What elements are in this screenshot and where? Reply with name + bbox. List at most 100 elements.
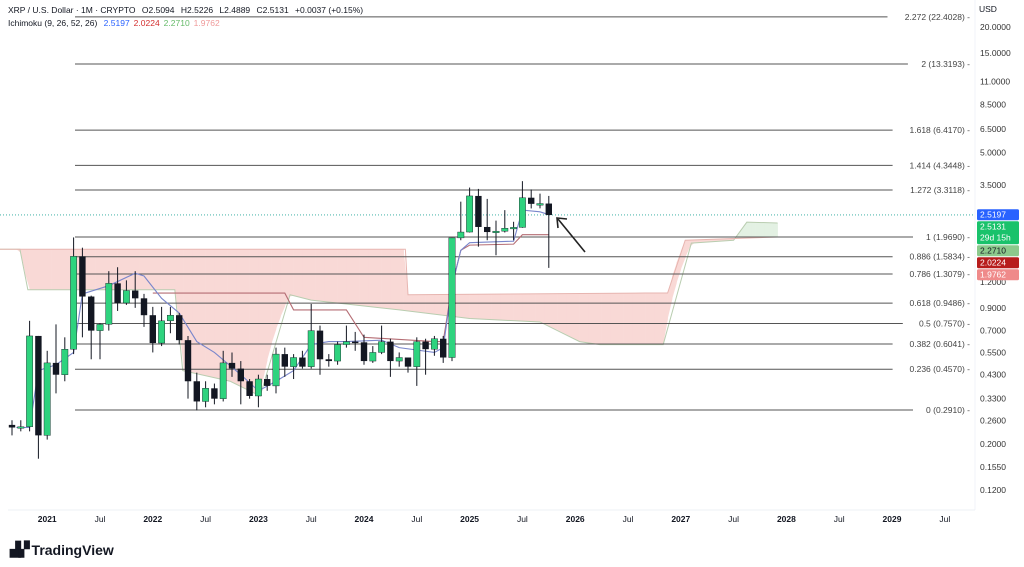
cloud-segment (223, 249, 228, 381)
cloud-segment (135, 249, 140, 290)
indicator-title[interactable]: Ichimoku (9, 26, 52, 26) (8, 18, 98, 28)
candle (166, 306, 174, 334)
price-axis[interactable]: 20.0000 15.0000 11.0000 8.5000 6.5000 5.0000 3… (980, 22, 1011, 495)
time-tick-label: Jul (411, 514, 422, 524)
candle-body (52, 362, 60, 375)
cloud-segment (372, 249, 378, 308)
candle (140, 293, 148, 327)
cloud-segment (676, 250, 682, 284)
chart-legend: XRP / U.S. Dollar · 1M · CRYPTO O2.5094 … (8, 4, 367, 30)
time-tick-label: Jul (200, 514, 211, 524)
cloud-segment (694, 239, 699, 243)
price-tick-label: 1.2000 (980, 277, 1006, 287)
cloud-segment (557, 293, 563, 333)
candle-body (299, 357, 306, 367)
candle (52, 324, 60, 394)
candle-body (422, 341, 429, 350)
cloud-segment (667, 276, 673, 320)
candle-body (96, 324, 104, 331)
candle (132, 271, 139, 308)
price-tick-label: 15.0000 (980, 48, 1011, 58)
cloud-segment (504, 294, 510, 321)
time-axis[interactable]: 2021 Jul 2022 Jul 2023 Jul 2024 Jul 2025 Jul 2026 J… (38, 514, 951, 524)
price-tick-label: 5.0000 (980, 148, 1006, 158)
time-tick-label: 2024 (355, 514, 374, 524)
cloud-segment (430, 294, 435, 315)
price-tick-label: 8.5000 (980, 100, 1006, 110)
cloud-segment (100, 249, 105, 290)
candle-body (519, 197, 526, 228)
time-tick-label: Jul (517, 514, 528, 524)
cloud-segment (227, 249, 233, 383)
cloud-segment (232, 249, 237, 385)
candle-body (536, 203, 544, 206)
cloud-segment (170, 249, 176, 290)
cloud-segment (86, 249, 92, 290)
cloud-segment (742, 222, 748, 239)
fib-level-label: 0.236 (0.4570) - (910, 364, 971, 374)
cloud-segment (738, 227, 743, 239)
candle-body (202, 388, 209, 402)
price-badge: 1.9762 (977, 269, 1019, 281)
currency-label[interactable]: USD (979, 4, 997, 14)
fib-level-label: 2.272 (22.4028) - (905, 12, 970, 22)
candle-body (122, 290, 130, 304)
cloud-segment (126, 249, 132, 290)
candle (88, 295, 95, 360)
time-tick-label: Jul (939, 514, 950, 524)
time-tick-label: Jul (95, 514, 106, 524)
candle-body (343, 341, 350, 345)
cloud-segment (60, 249, 66, 290)
candle (264, 374, 271, 391)
price-badge-countdown: 29d 15h (980, 233, 1011, 243)
cloud-segment (500, 294, 506, 321)
cloud-segment (192, 249, 198, 374)
fib-level-label: 0.886 (1.5834) - (910, 252, 971, 262)
candle-body (70, 256, 78, 350)
indicator-value: 1.9762 (193, 18, 220, 28)
candle-body (79, 256, 86, 297)
cloud-segment (680, 240, 686, 270)
candle-body (228, 362, 236, 369)
cloud-segment (258, 249, 264, 396)
candle (193, 372, 200, 411)
cloud-segment (315, 249, 321, 302)
cloud-segment (355, 249, 360, 306)
candle-body (484, 226, 491, 233)
cloud-segment (755, 222, 761, 238)
candle-body (395, 357, 403, 362)
cloud-segment (597, 293, 602, 345)
cloud-segment (196, 249, 202, 375)
cloud-segment (289, 249, 294, 297)
cloud-segment (628, 293, 633, 345)
time-tick-label: 2028 (777, 514, 796, 524)
candle-body (307, 330, 315, 367)
candle (184, 335, 192, 399)
time-tick-label: 2025 (460, 514, 479, 524)
cloud-segment (104, 249, 110, 290)
brand-name: TradingView (31, 541, 114, 558)
candle (272, 347, 280, 394)
cloud-segment (526, 293, 532, 322)
candle-body (404, 357, 412, 367)
price-tick-label: 0.3300 (980, 394, 1006, 404)
fib-level-label: 0 (0.2910) - (926, 405, 970, 415)
cloud-segment (636, 293, 642, 345)
cloud-segment (746, 222, 752, 239)
cloud-segment (535, 293, 541, 322)
time-tick-label: 2026 (566, 514, 585, 524)
candle-body (440, 338, 447, 358)
price-badge: 2.5197 (977, 209, 1019, 221)
candle (492, 220, 500, 256)
price-tick-label: 0.7000 (980, 326, 1006, 336)
candle (228, 352, 236, 377)
cloud-segment (751, 222, 756, 238)
candle-body (387, 341, 394, 362)
symbol-title[interactable]: XRP / U.S. Dollar · 1M · CRYPTO (8, 5, 136, 15)
candle (422, 338, 429, 375)
cloud-segment (113, 249, 118, 290)
cloud-segment (276, 249, 281, 330)
price-chart[interactable]: 2.272 (22.4028) - 2 (13.3193) - 1.618 (6.4… (0, 0, 1024, 530)
candle-body (176, 315, 183, 341)
leading-span-a-line (0, 221, 778, 397)
